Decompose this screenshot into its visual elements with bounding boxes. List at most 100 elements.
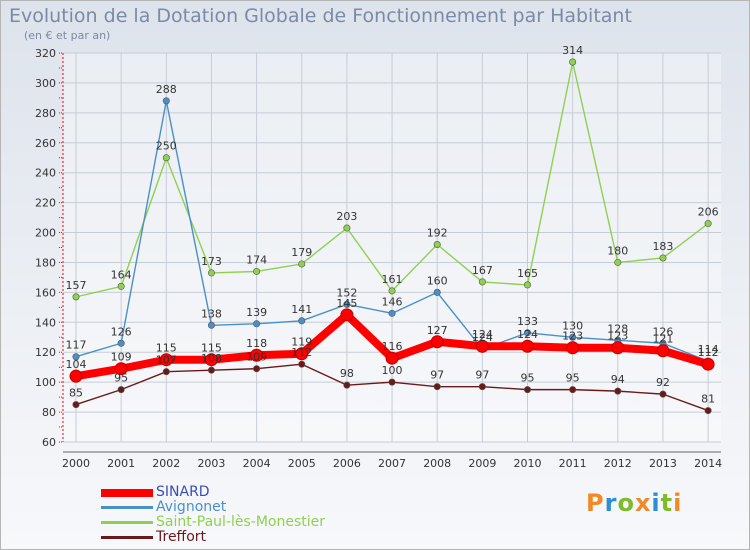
x-tick-label: 2011: [559, 457, 587, 470]
data-label-sinard: 112: [698, 346, 719, 359]
x-tick-label: 2003: [197, 457, 225, 470]
data-point-treffort: [704, 407, 712, 415]
data-label-sinard: 116: [382, 340, 403, 353]
y-tick-label: 100: [35, 376, 56, 389]
data-labels: 157 164 250 173 174 179 203 161 192 167 165 314 180 1…: [66, 44, 719, 406]
y-tick-label: 200: [35, 227, 56, 240]
data-point-avignonet: [207, 321, 215, 329]
data-label-saint-paul-l-s-monestier: 174: [246, 253, 267, 266]
data-label-treffort: 95: [566, 372, 580, 385]
x-tick-label: 2002: [152, 457, 180, 470]
y-tick-label: 80: [42, 406, 56, 419]
data-point-sinard: [114, 362, 128, 376]
data-point-sinard: [295, 347, 309, 361]
data-point-sinard: [385, 351, 399, 365]
legend-swatch: [101, 536, 153, 539]
data-point-saint-paul-l-s-monestier: [298, 260, 306, 268]
data-label-treffort: 112: [291, 346, 312, 359]
x-tick-label: 2009: [468, 457, 496, 470]
data-label-saint-paul-l-s-monestier: 180: [607, 244, 628, 257]
data-label-sinard: 145: [336, 297, 357, 310]
data-point-sinard: [701, 357, 715, 371]
x-tick-label: 2006: [333, 457, 361, 470]
data-point-sinard: [521, 339, 534, 353]
data-point-sinard: [250, 348, 264, 362]
data-point-saint-paul-l-s-monestier: [614, 258, 622, 266]
data-label-avignonet: 124: [472, 331, 493, 344]
data-point-treffort: [117, 386, 125, 394]
legend-swatch: [101, 506, 153, 509]
legend-swatch: [101, 521, 153, 524]
data-label-sinard: 121: [652, 333, 673, 346]
data-point-saint-paul-l-s-monestier: [117, 282, 125, 290]
proxiti-logo: Proxiti: [586, 489, 682, 517]
data-point-avignonet: [298, 317, 306, 325]
data-label-saint-paul-l-s-monestier: 167: [472, 264, 493, 277]
y-tick-label: 240: [35, 167, 56, 180]
data-label-saint-paul-l-s-monestier: 161: [382, 273, 403, 286]
data-label-avignonet: 160: [427, 274, 448, 287]
x-tick-label: 2014: [694, 457, 722, 470]
data-label-avignonet: 288: [156, 83, 177, 96]
data-point-avignonet: [72, 353, 80, 361]
data-label-avignonet: 130: [562, 319, 583, 332]
x-tick-label: 2000: [62, 457, 90, 470]
logo-text: Proxiti: [586, 489, 683, 517]
data-point-treffort: [569, 386, 577, 394]
data-label-treffort: 94: [611, 373, 625, 386]
data-point-sinard: [475, 339, 489, 353]
data-label-treffort: 85: [69, 387, 83, 400]
y-tick-label: 120: [35, 346, 56, 359]
data-label-saint-paul-l-s-monestier: 192: [427, 227, 448, 240]
data-point-sinard: [430, 335, 444, 349]
data-point-saint-paul-l-s-monestier: [72, 293, 80, 301]
data-point-sinard: [204, 353, 218, 367]
data-label-saint-paul-l-s-monestier: 203: [336, 210, 357, 223]
legend-label: Treffort: [156, 529, 207, 545]
data-label-sinard: 124: [517, 328, 538, 341]
data-point-saint-paul-l-s-monestier: [659, 254, 667, 262]
x-tick-label: 2004: [243, 457, 271, 470]
data-label-sinard: 104: [66, 358, 87, 371]
data-label-treffort: 107: [156, 354, 177, 367]
data-point-treffort: [253, 365, 261, 373]
data-point-treffort: [343, 381, 351, 389]
legend-swatch: [101, 489, 153, 497]
y-tick-label: 320: [35, 47, 56, 60]
data-label-avignonet: 126: [111, 325, 132, 338]
data-label-sinard: 123: [562, 330, 583, 343]
data-label-saint-paul-l-s-monestier: 165: [517, 267, 538, 280]
data-label-saint-paul-l-s-monestier: 157: [66, 279, 87, 292]
data-label-saint-paul-l-s-monestier: 250: [156, 140, 177, 153]
data-label-saint-paul-l-s-monestier: 206: [698, 206, 719, 219]
data-point-avignonet: [569, 333, 577, 341]
data-point-saint-paul-l-s-monestier: [569, 58, 577, 66]
data-label-avignonet: 117: [66, 339, 87, 352]
data-label-avignonet: 126: [652, 325, 673, 338]
data-point-treffort: [614, 387, 622, 395]
data-label-sinard: 119: [291, 336, 312, 349]
data-label-treffort: 97: [430, 369, 444, 382]
y-tick-label: 280: [35, 107, 56, 120]
data-point-treffort: [523, 386, 531, 394]
data-point-saint-paul-l-s-monestier: [343, 224, 351, 232]
data-point-treffort: [433, 383, 441, 391]
data-label-treffort: 95: [114, 372, 128, 385]
data-point-avignonet: [433, 288, 441, 296]
data-label-avignonet: 138: [201, 307, 222, 320]
data-label-avignonet: 141: [291, 303, 312, 316]
x-tick-label: 2007: [378, 457, 406, 470]
data-point-avignonet: [388, 309, 396, 317]
data-label-avignonet: 128: [607, 322, 628, 335]
data-label-treffort: 108: [201, 352, 222, 365]
axes: 60 80 100 120 140 160 180 200 220 240 260 280 300 320…: [35, 47, 722, 470]
data-point-sinard: [566, 341, 580, 355]
series-group: [69, 58, 715, 415]
x-tick-label: 2008: [423, 457, 451, 470]
data-point-avignonet: [117, 339, 125, 347]
data-point-avignonet: [162, 97, 170, 105]
data-point-treffort: [72, 401, 80, 409]
legend-label: Saint-Paul-lès-Monestier: [156, 514, 325, 530]
legend-label: SINARD: [156, 484, 210, 500]
